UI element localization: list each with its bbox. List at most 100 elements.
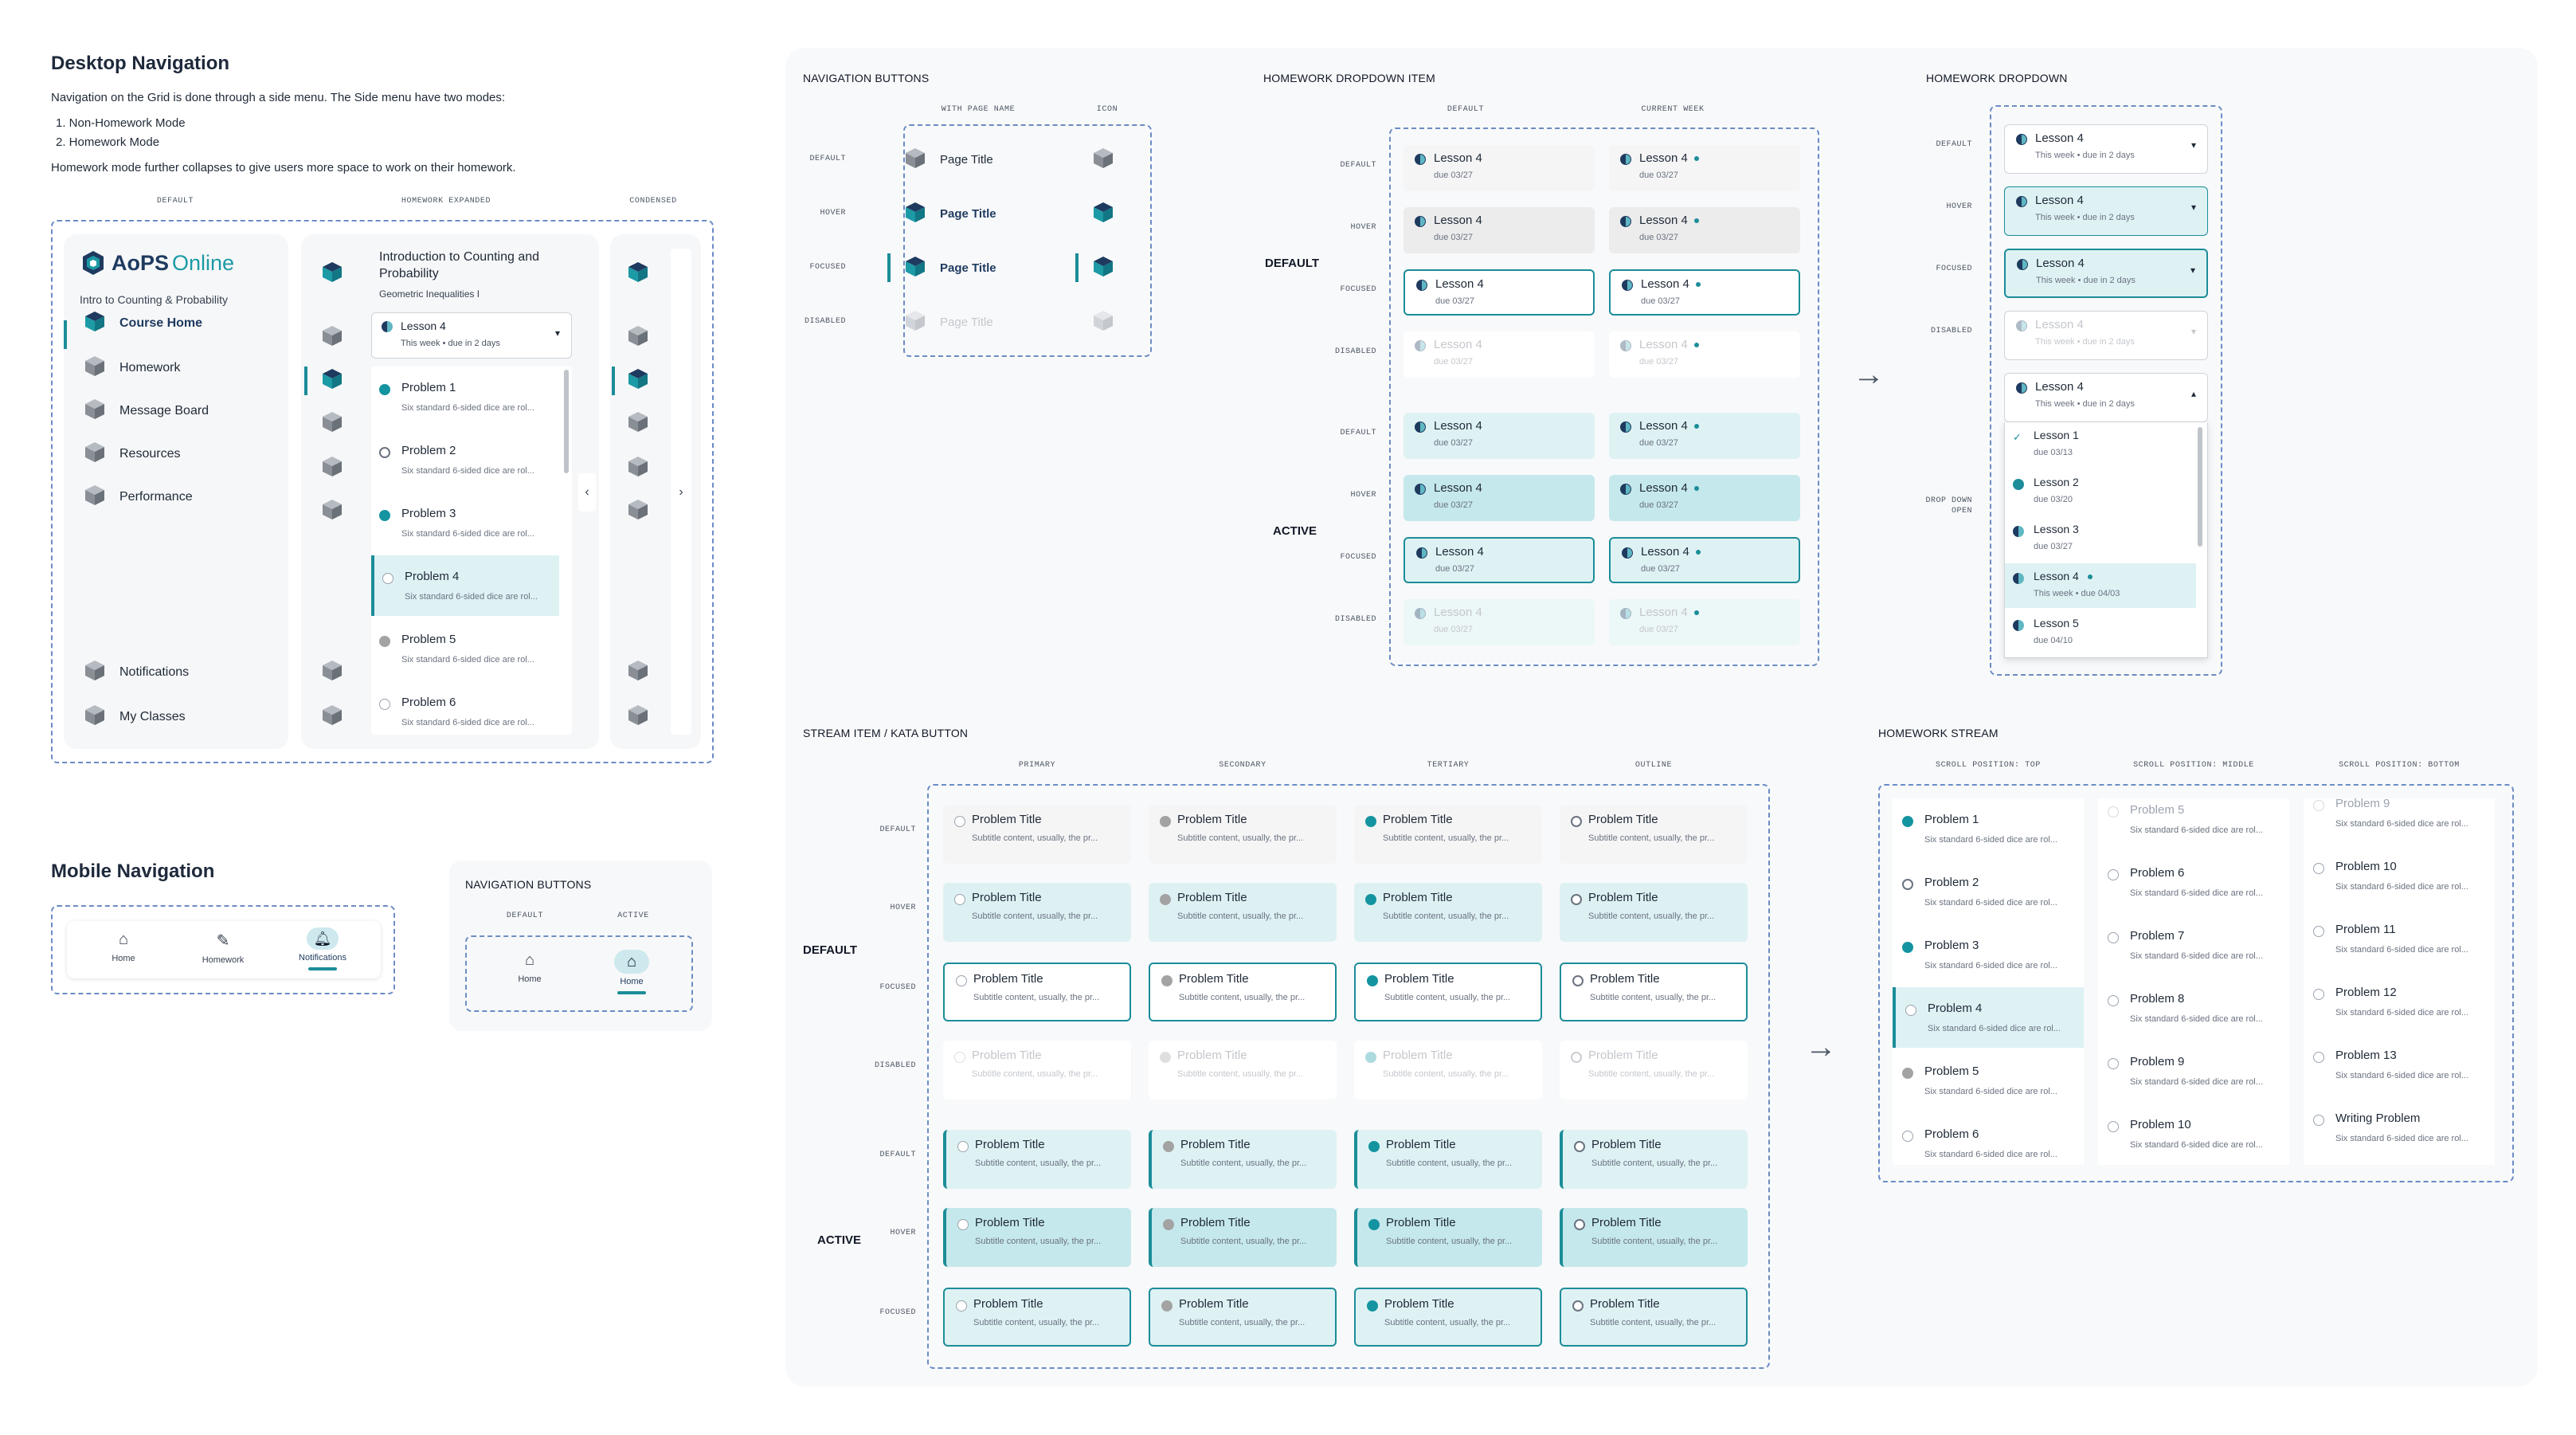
hw-dropdown-item[interactable]: Lesson 4 due 03/27: [1403, 599, 1595, 645]
tab-homework[interactable]: ✎ Homework: [179, 931, 267, 965]
hw-problem-list[interactable]: Problem 1 Six standard 6-sided dice are …: [371, 367, 572, 735]
menu-item-course-home[interactable]: Course Home: [83, 309, 202, 337]
menu-item-my-classes[interactable]: My Classes: [83, 703, 186, 731]
menu-item-message-board[interactable]: Message Board: [83, 397, 209, 425]
menu-item-resources[interactable]: Resources: [83, 440, 180, 468]
hw-stream-item[interactable]: Problem 5 Six standard 6-sided dice are …: [2098, 798, 2289, 849]
resources-icon[interactable]: [320, 454, 344, 482]
hw-dropdown-item[interactable]: Lesson 4 due 03/27: [1609, 537, 1800, 583]
hw-stream-item[interactable]: Problem 13 Six standard 6-sided dice are…: [2304, 1034, 2495, 1095]
stream-item-active[interactable]: Problem Title Subtitle content, usually,…: [943, 1208, 1131, 1267]
homework-icon[interactable]: [626, 367, 650, 394]
message-board-icon[interactable]: [626, 410, 650, 437]
my-classes-icon[interactable]: [320, 703, 344, 731]
stream-item-active[interactable]: Problem Title Subtitle content, usually,…: [943, 1288, 1131, 1347]
hw-stream-item[interactable]: Problem 8 Six standard 6-sided dice are …: [2098, 978, 2289, 1038]
hw-dropdown-item[interactable]: Lesson 4 due 03/27: [1609, 269, 1800, 316]
stream-item[interactable]: Problem Title Subtitle content, usually,…: [1560, 805, 1748, 864]
stream-item[interactable]: Problem Title Subtitle content, usually,…: [1149, 883, 1337, 942]
stream-item-active[interactable]: Problem Title Subtitle content, usually,…: [1560, 1208, 1748, 1267]
hw-lesson-select[interactable]: Lesson 4 This week • due in 2 days ▾: [371, 312, 572, 359]
hw-problem-item[interactable]: Problem 4 Six standard 6-sided dice are …: [371, 555, 559, 616]
hw-dropdown-option[interactable]: ✓ Lesson 1 due 03/13: [2013, 429, 2079, 457]
hw-dropdown-item[interactable]: Lesson 4 due 03/27: [1609, 413, 1800, 459]
stream-item-active[interactable]: Problem Title Subtitle content, usually,…: [1149, 1208, 1337, 1267]
hw-dropdown-item[interactable]: Lesson 4 due 03/27: [1403, 413, 1595, 459]
stream-item-active[interactable]: Problem Title Subtitle content, usually,…: [943, 1130, 1131, 1189]
hw-dropdown-item[interactable]: Lesson 4 due 03/27: [1403, 331, 1595, 378]
hw-dropdown-item[interactable]: Lesson 4 due 03/27: [1403, 207, 1595, 253]
nav-button-with-page-name[interactable]: Page Title: [887, 308, 993, 336]
collapse-chevron-left-icon[interactable]: ‹: [578, 473, 596, 512]
hw-stream-column[interactable]: Problem 1 Six standard 6-sided dice are …: [1893, 798, 2084, 1165]
stream-item[interactable]: Problem Title Subtitle content, usually,…: [943, 883, 1131, 942]
message-board-icon[interactable]: [320, 410, 344, 437]
hw-stream-item[interactable]: Problem 12 Six standard 6-sided dice are…: [2304, 971, 2495, 1032]
hw-dropdown-option[interactable]: Lesson 5 due 04/10: [2005, 610, 2196, 655]
hw-dropdown-select[interactable]: Lesson 4 This week • due in 2 days ▾: [2004, 186, 2208, 236]
nav-button-with-page-name[interactable]: Page Title: [887, 145, 993, 174]
stream-item-active[interactable]: Problem Title Subtitle content, usually,…: [1560, 1288, 1748, 1347]
menu-item-notifications[interactable]: Notifications: [83, 658, 189, 686]
hw-dropdown-item[interactable]: Lesson 4 due 03/27: [1609, 207, 1800, 253]
hw-stream-column[interactable]: Problem 9 Six standard 6-sided dice are …: [2304, 798, 2495, 1165]
tab-home[interactable]: ⌂ Home: [80, 931, 167, 963]
stream-item-active[interactable]: Problem Title Subtitle content, usually,…: [1354, 1208, 1542, 1267]
hw-stream-item[interactable]: Problem 11 Six standard 6-sided dice are…: [2304, 908, 2495, 969]
stream-item[interactable]: Problem Title Subtitle content, usually,…: [1354, 883, 1542, 942]
nav-button-icon[interactable]: [1075, 253, 1115, 282]
hw-dropdown-option[interactable]: Lesson 3 due 03/27: [2005, 516, 2196, 561]
hw-dropdown-select[interactable]: Lesson 4 This week • due in 2 days ▾: [2004, 311, 2208, 360]
hw-problem-item[interactable]: Problem 2 Six standard 6-sided dice are …: [371, 429, 559, 490]
stream-item[interactable]: Problem Title Subtitle content, usually,…: [943, 963, 1131, 1021]
my-classes-icon[interactable]: [626, 703, 650, 731]
performance-icon[interactable]: [626, 497, 650, 525]
hw-dropdown-item[interactable]: Lesson 4 due 03/27: [1403, 537, 1595, 583]
hw-dropdown-item[interactable]: Lesson 4 due 03/27: [1403, 475, 1595, 521]
hw-problem-item[interactable]: Problem 3 Six standard 6-sided dice are …: [371, 492, 559, 553]
stream-item[interactable]: Problem Title Subtitle content, usually,…: [1560, 963, 1748, 1021]
course-home-icon[interactable]: [626, 323, 650, 351]
stream-item-active[interactable]: Problem Title Subtitle content, usually,…: [1354, 1130, 1542, 1189]
hw-stream-item[interactable]: Problem 9 Six standard 6-sided dice are …: [2098, 1041, 2289, 1101]
scrollbar[interactable]: [564, 370, 569, 473]
hw-stream-item[interactable]: Problem 6 Six standard 6-sided dice are …: [1893, 1113, 2084, 1165]
hw-dropdown-select[interactable]: Lesson 4 This week • due in 2 days ▾: [2004, 249, 2208, 298]
aops-logo-icon[interactable]: [626, 260, 650, 288]
hw-dropdown-item[interactable]: Lesson 4 due 03/27: [1403, 269, 1595, 316]
stream-item-active[interactable]: Problem Title Subtitle content, usually,…: [1149, 1288, 1337, 1347]
stream-item-active[interactable]: Problem Title Subtitle content, usually,…: [1354, 1288, 1542, 1347]
hw-dropdown-item[interactable]: Lesson 4 due 03/27: [1609, 331, 1800, 378]
stream-item[interactable]: Problem Title Subtitle content, usually,…: [1560, 1041, 1748, 1100]
aops-logo-icon[interactable]: [320, 260, 344, 288]
stream-item[interactable]: Problem Title Subtitle content, usually,…: [943, 805, 1131, 864]
stream-item-active[interactable]: Problem Title Subtitle content, usually,…: [1560, 1130, 1748, 1189]
hw-stream-item[interactable]: Problem 10 Six standard 6-sided dice are…: [2098, 1104, 2289, 1164]
nav-button-icon[interactable]: [1075, 199, 1115, 228]
hw-stream-item[interactable]: Problem 4 Six standard 6-sided dice are …: [1893, 987, 2084, 1048]
hw-problem-item[interactable]: Problem 5 Six standard 6-sided dice are …: [371, 618, 559, 679]
course-home-icon[interactable]: [320, 323, 344, 351]
notifications-icon[interactable]: [626, 658, 650, 686]
hw-dropdown-select-open[interactable]: Lesson 4 This week • due in 2 days ▴: [2004, 373, 2208, 422]
stream-item[interactable]: Problem Title Subtitle content, usually,…: [1149, 805, 1337, 864]
nav-button-with-page-name[interactable]: Page Title: [887, 253, 996, 282]
hw-stream-item[interactable]: Problem 5 Six standard 6-sided dice are …: [1893, 1050, 2084, 1111]
performance-icon[interactable]: [320, 497, 344, 525]
hw-stream-item[interactable]: Problem 1 Six standard 6-sided dice are …: [1893, 798, 2084, 859]
resources-icon[interactable]: [626, 454, 650, 482]
stream-item[interactable]: Problem Title Subtitle content, usually,…: [1560, 883, 1748, 942]
hw-dropdown-option[interactable]: Lesson 2 due 03/20: [2005, 469, 2196, 514]
hw-stream-item[interactable]: Problem 6 Six standard 6-sided dice are …: [2098, 852, 2289, 912]
stream-item[interactable]: Problem Title Subtitle content, usually,…: [1149, 1041, 1337, 1100]
stream-item[interactable]: Problem Title Subtitle content, usually,…: [943, 1041, 1131, 1100]
hw-stream-item[interactable]: Problem 3 Six standard 6-sided dice are …: [1893, 924, 2084, 985]
nav-button-icon[interactable]: [1075, 145, 1115, 174]
stream-item[interactable]: Problem Title Subtitle content, usually,…: [1354, 1041, 1542, 1100]
stream-item-active[interactable]: Problem Title Subtitle content, usually,…: [1149, 1130, 1337, 1189]
hw-dropdown-item[interactable]: Lesson 4 due 03/27: [1609, 599, 1800, 645]
hw-stream-item[interactable]: Problem 7 Six standard 6-sided dice are …: [2098, 915, 2289, 975]
tab-notifications[interactable]: 🔔︎ Notifications: [279, 927, 366, 970]
nav-button-icon[interactable]: [1075, 308, 1115, 336]
hw-problem-item[interactable]: Problem 6 Six standard 6-sided dice are …: [371, 681, 559, 735]
